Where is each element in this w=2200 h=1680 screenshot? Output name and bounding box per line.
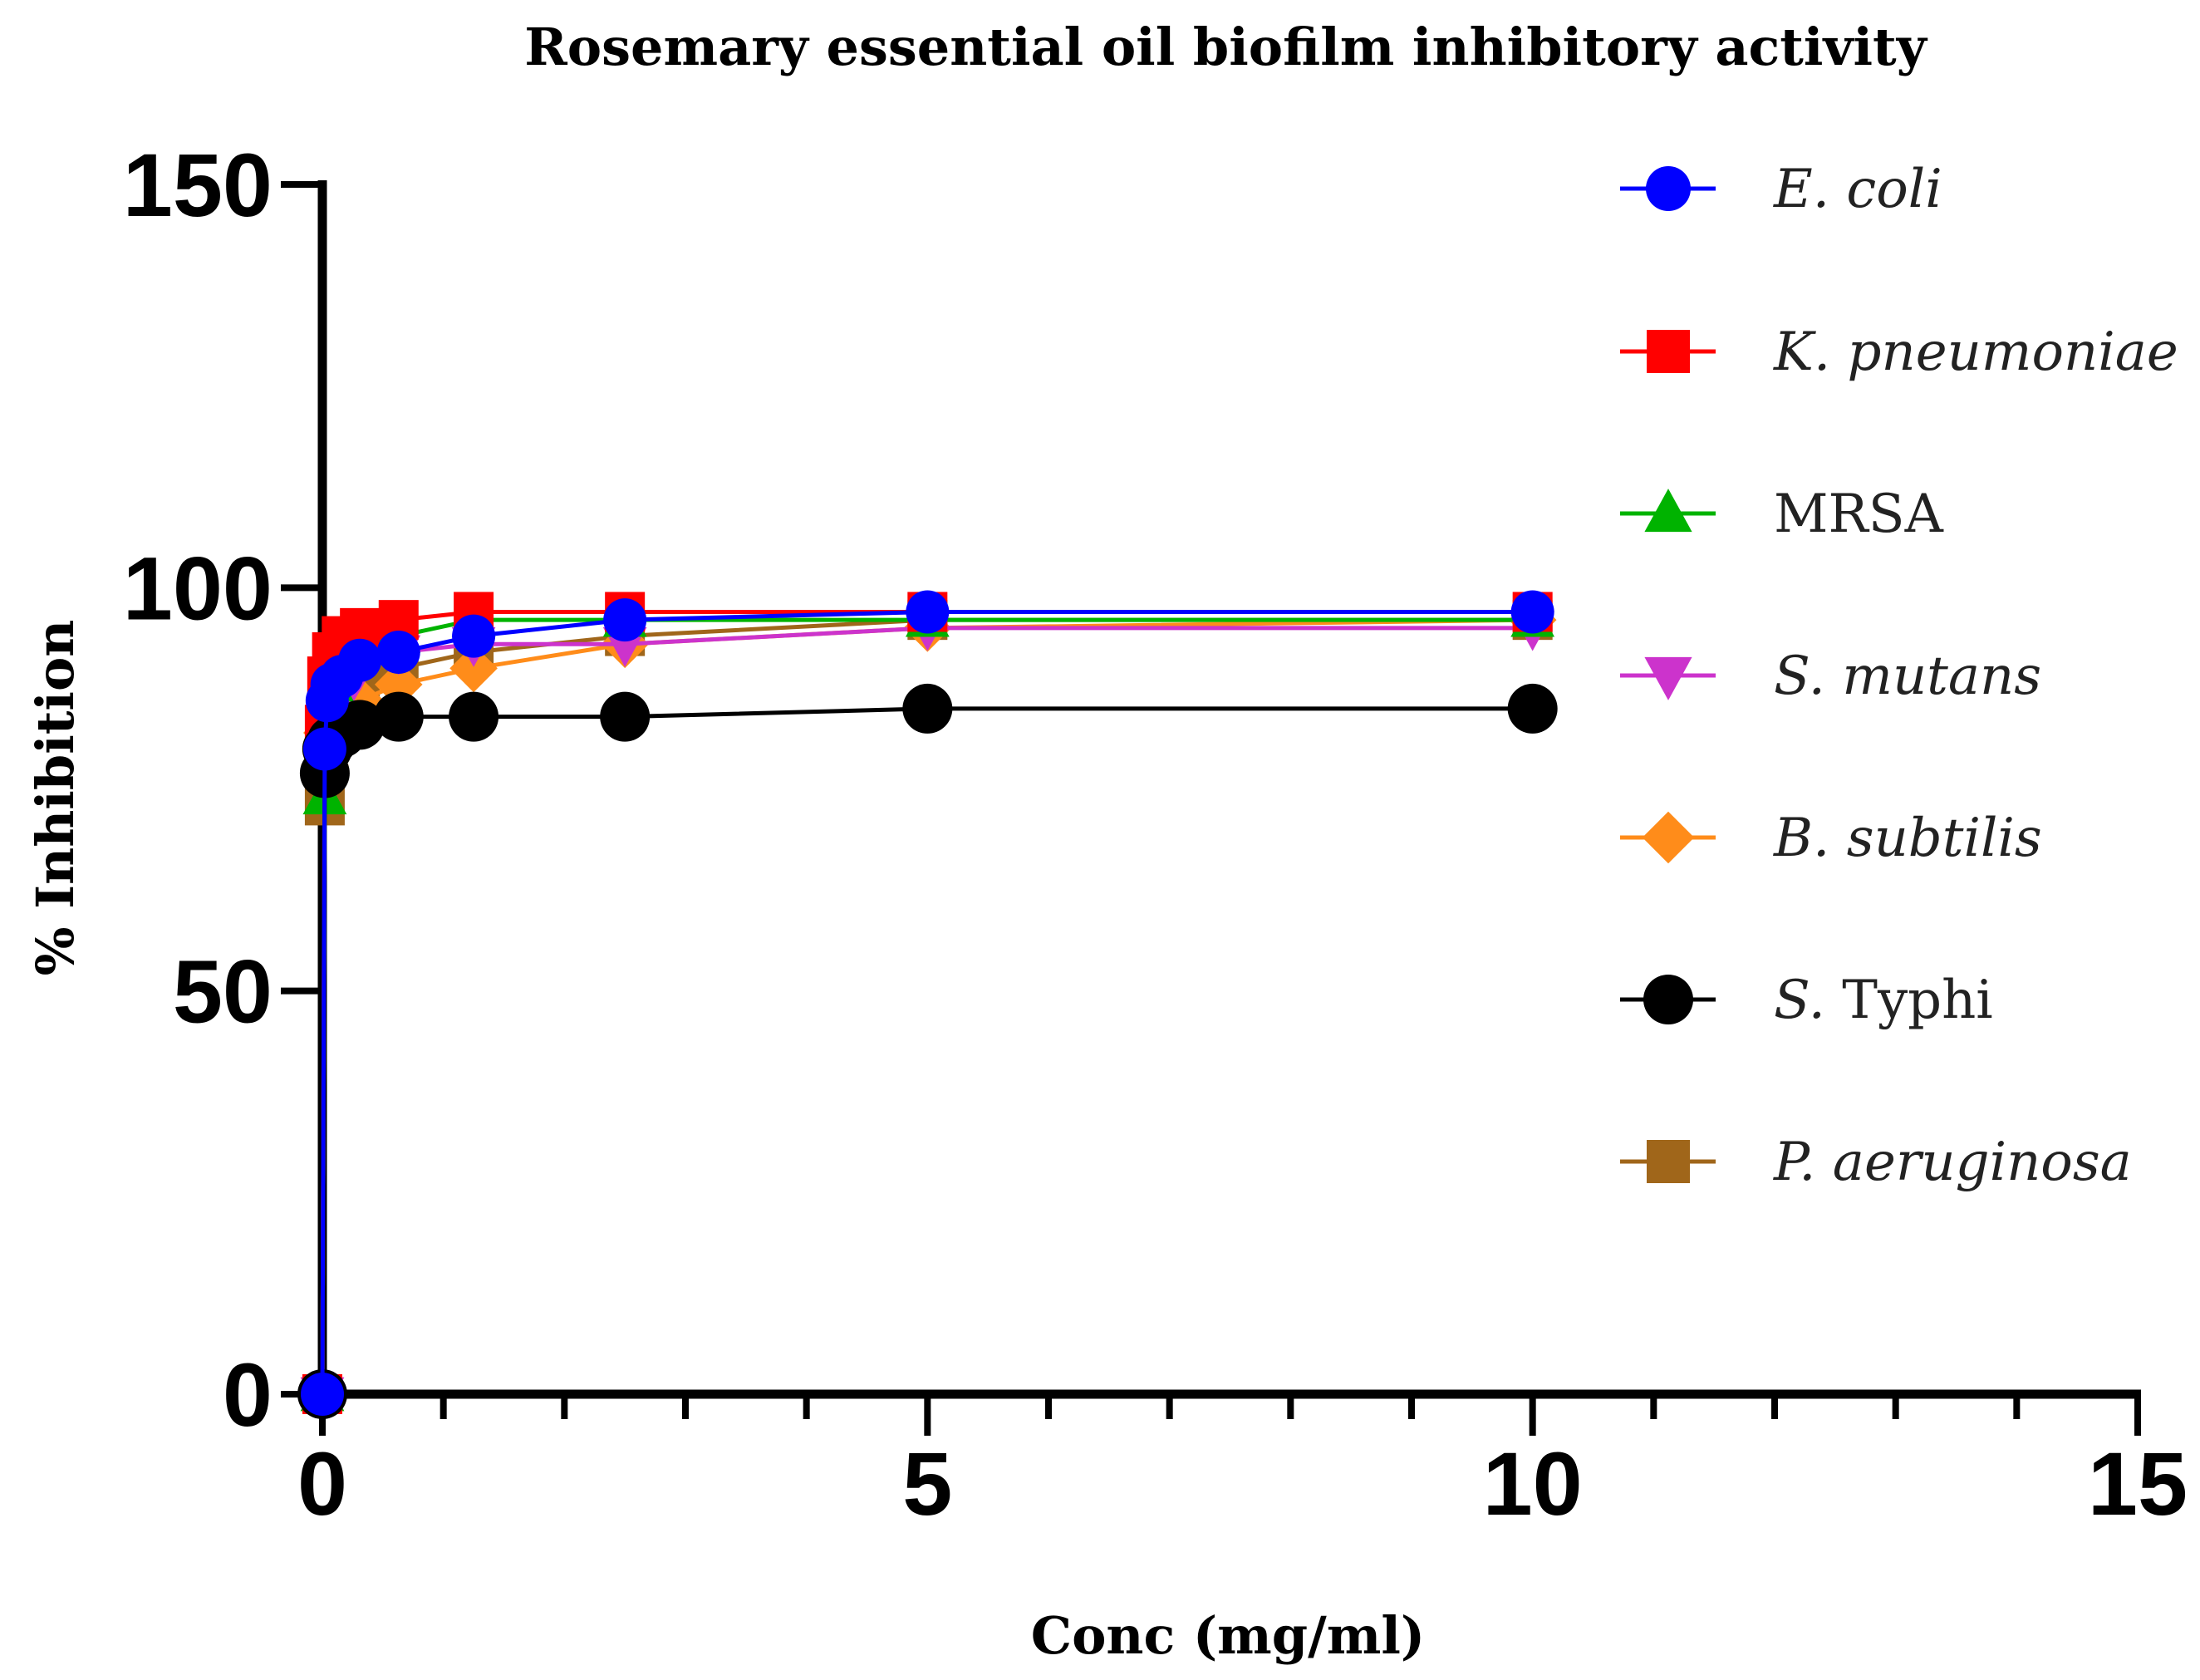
legend-item: S. Typhi [1620,970,1993,1031]
x-axis-title: Conc (mg/ml) [1031,1605,1426,1666]
chart-title: Rosemary essential oil biofilm inhibitor… [524,17,1927,77]
data-point [603,598,647,642]
data-point [1510,590,1554,634]
legend-marker [1647,1140,1690,1183]
y-tick-label: 150 [123,135,273,235]
x-tick-label: 5 [902,1433,952,1534]
data-point [301,1373,344,1416]
legend: E. coli K. pneumoniae MRSA S. mutans B. subt… [1620,159,2178,1193]
legend-item: MRSA [1620,484,1944,545]
series-line [320,706,1533,1395]
legend-label: P. aeruginosa [1773,1132,2132,1193]
legend-item: P. aeruginosa [1620,1132,2132,1193]
y-tick-label: 50 [173,941,273,1042]
legend-label: B. subtilis [1773,808,2042,869]
legend-item: E. coli [1620,159,1942,220]
y-tick-label: 0 [223,1344,273,1445]
x-tick-label: 15 [2088,1433,2188,1534]
series-line [320,617,1533,1395]
data-point [335,700,385,750]
legend-label: E. coli [1773,159,1942,220]
data-point [338,638,382,682]
legend-marker [1642,811,1695,864]
data-point [600,691,651,742]
legend-marker [1647,330,1690,373]
data-point [373,691,424,742]
data-point [449,644,498,693]
legend-marker [1646,166,1691,211]
legend-label: K. pneumoniae [1773,322,2178,383]
data-point [906,590,950,634]
data-point [449,691,499,742]
series-line [320,617,1533,1395]
data-point [376,630,420,674]
y-tick-label: 100 [123,538,273,638]
legend-item: S. mutans [1620,646,2041,707]
x-tick-label: 0 [297,1433,347,1534]
legend-marker [1644,489,1692,533]
legend-marker [1644,656,1692,700]
legend-marker [1643,975,1693,1024]
legend-label: S. mutans [1774,646,2041,707]
series-line [320,617,1533,1395]
data-point [902,683,953,734]
data-point [452,614,496,658]
legend-label: S. Typhi [1774,970,1993,1031]
series-layer [297,590,1558,1419]
data-point [1507,683,1558,734]
y-axis-title: % Inhibition [25,620,86,976]
x-tick-label: 10 [1483,1433,1583,1534]
legend-label: MRSA [1774,484,1944,545]
legend-item: B. subtilis [1620,808,2042,869]
data-point [302,727,346,771]
legend-item: K. pneumoniae [1620,322,2178,383]
series-s-typhi [297,683,1558,1419]
series-line [320,626,1533,1395]
series-e-coli [301,590,1554,1416]
